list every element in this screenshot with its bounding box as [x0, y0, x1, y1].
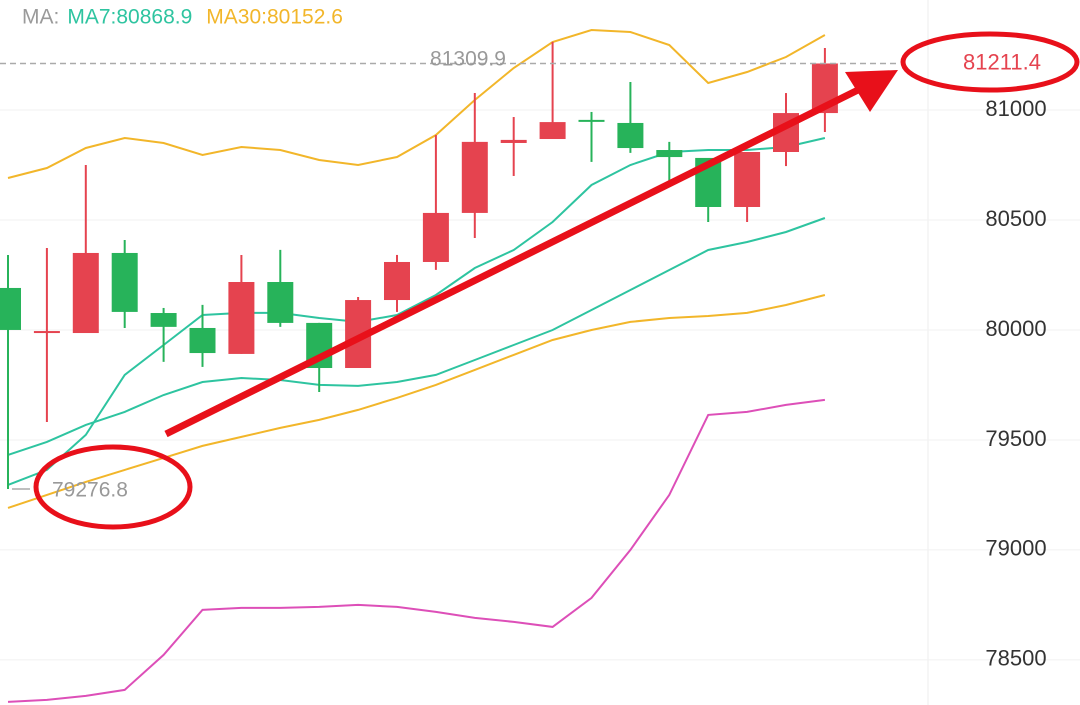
indicator-lines [7, 28, 826, 703]
annotation-arrowhead [845, 70, 898, 112]
last-price-label: 81211.4 [963, 49, 1041, 74]
candle-body [578, 119, 605, 122]
candles [0, 41, 838, 490]
legend-entry: MA30:80152.6 [206, 6, 343, 29]
candle-body [461, 141, 488, 213]
y-tick-label: 78500 [985, 646, 1046, 671]
candle-body [422, 212, 449, 262]
legend-entry: MA7:80868.9 [67, 6, 192, 29]
indicator-line [7, 28, 826, 179]
indicator-line [7, 398, 826, 703]
candle-body [33, 331, 60, 334]
annotation-circle [33, 444, 193, 530]
candle-body [267, 282, 294, 323]
candle-body [384, 261, 410, 301]
y-tick-label: 81000 [985, 96, 1046, 121]
y-tick-label: 79000 [985, 536, 1046, 561]
candle-body [0, 287, 21, 330]
candle-body [150, 313, 177, 327]
indicator-line [7, 137, 826, 486]
indicator-line [7, 294, 826, 509]
candle-body [656, 150, 683, 158]
candle-body [734, 151, 761, 207]
y-tick-label: 80000 [985, 316, 1046, 341]
indicator-line [7, 217, 826, 456]
candle-body [617, 122, 644, 149]
candle-body [189, 327, 216, 354]
candle-body [111, 252, 138, 312]
legend-title: MA: [22, 6, 59, 29]
labels: 78500 79000 79500 80000 80500 81000 81211.4 813… [0, 47, 1047, 671]
candle-body [228, 282, 255, 354]
candle-body [72, 252, 99, 334]
grid [0, 109, 1080, 661]
y-tick-label: 79500 [985, 426, 1046, 451]
annotation-circle [900, 31, 1080, 93]
y-tick-label: 80500 [985, 206, 1046, 231]
high-marker-label: 81309.9 [430, 47, 506, 70]
low-marker-label: 79276.8 [52, 479, 128, 502]
legend: MA7:80868.9 MA30:80152.6 [67, 6, 343, 29]
candle-body [500, 139, 527, 143]
annotation-arrow [164, 84, 864, 438]
candle-body [539, 122, 566, 140]
